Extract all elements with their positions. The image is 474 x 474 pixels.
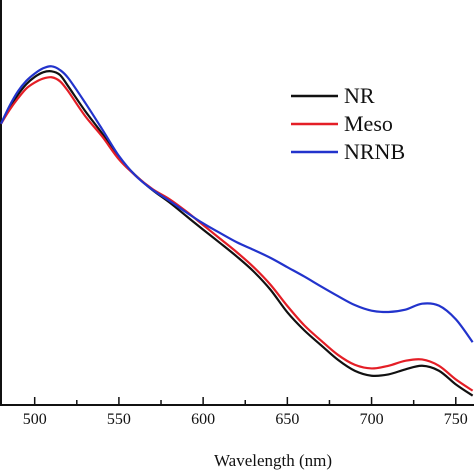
series-line-nr	[0, 70, 474, 397]
plot-frame	[0, 0, 474, 406]
legend-label-nr: NR	[344, 83, 375, 108]
legend: NR Meso NRNB	[291, 83, 405, 164]
series-line-nrnb	[0, 65, 474, 343]
x-axis-title: Wavelength (nm)	[214, 451, 332, 470]
x-tick-label: 700	[360, 411, 384, 428]
series-line-meso	[0, 76, 474, 392]
x-tick-label: 650	[275, 411, 299, 428]
x-tick-label: 550	[107, 411, 131, 428]
x-tick-label: 600	[191, 411, 215, 428]
legend-label-meso: Meso	[344, 111, 393, 136]
x-axis: 500 550 600 650 700 750	[23, 397, 468, 428]
series-layer	[0, 65, 474, 397]
x-tick-label: 750	[444, 411, 468, 428]
x-tick-label: 500	[23, 411, 47, 428]
legend-label-nrnb: NRNB	[344, 139, 405, 164]
